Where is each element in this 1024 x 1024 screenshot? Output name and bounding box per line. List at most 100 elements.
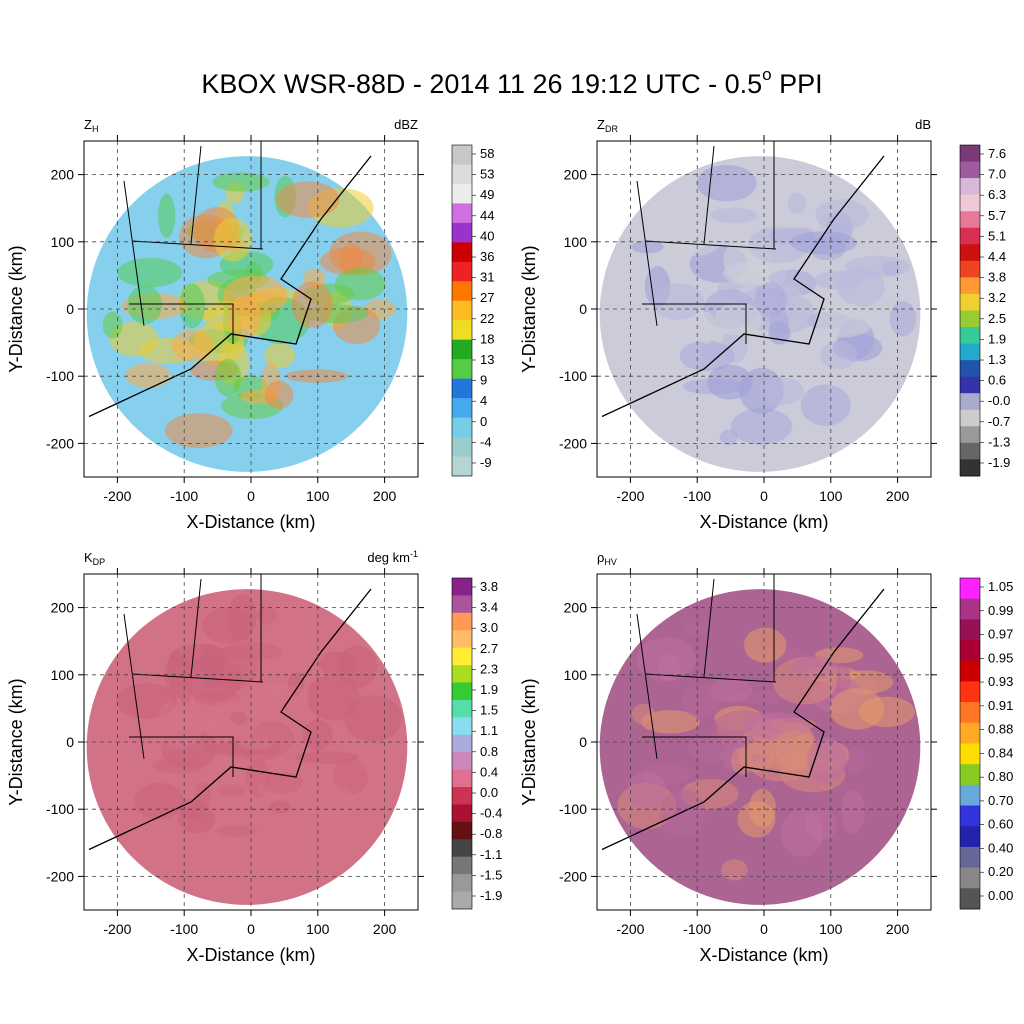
radar-echo [774, 729, 817, 769]
radar-echo [246, 684, 310, 711]
radar-echo [164, 413, 233, 448]
radar-echo [215, 824, 257, 837]
colorbar-label: 5.1 [988, 228, 1006, 243]
colorbar-label: -0.4 [480, 806, 502, 821]
x-tick-label: -200 [103, 921, 131, 937]
colorbar-label: 2.3 [480, 661, 498, 676]
colorbar-swatch [452, 804, 472, 823]
y-tick-label: -100 [46, 368, 74, 384]
radar-echo [264, 380, 294, 410]
y-tick-label: 0 [579, 734, 587, 750]
coastline [88, 588, 372, 851]
radar-echo [156, 713, 204, 749]
x-tick-label: -100 [170, 488, 198, 504]
colorbar-swatch [452, 630, 472, 649]
radar-echo [748, 788, 776, 828]
colorbar-swatch [452, 164, 472, 185]
colorbar-swatch [960, 145, 980, 163]
x-tick-label: 200 [886, 921, 910, 937]
radar-echo [681, 685, 722, 719]
colorbar-swatch [960, 826, 980, 848]
colorbar-label: 0.84 [988, 745, 1013, 760]
colorbar-label: 7.6 [988, 146, 1006, 161]
radar-echo [829, 688, 885, 730]
colorbar-label: 13 [480, 352, 494, 367]
colorbar-swatch [452, 222, 472, 243]
colorbar-label: 22 [480, 311, 494, 326]
colorbar-label: 1.9 [988, 331, 1006, 346]
field-subscript: H [92, 124, 99, 134]
y-axis-label: Y-Distance (km) [519, 245, 539, 372]
radar-echo [631, 240, 664, 254]
x-tick-label: 100 [819, 921, 843, 937]
radar-echo [631, 703, 655, 725]
radar-field [86, 141, 408, 472]
colorbar-swatch [960, 702, 980, 724]
title-suffix: PPI [779, 69, 823, 99]
radar-echo [263, 772, 304, 795]
radar-echo [841, 789, 865, 834]
radar-echo [652, 283, 705, 320]
colorbar-label: 58 [480, 146, 494, 161]
colorbar-label: 4 [480, 393, 487, 408]
colorbar-label: 18 [480, 331, 494, 346]
field-subscript: HV [604, 557, 617, 567]
ticks: -200 -100 0 100 200 -200 -100 0 100 200 [46, 135, 424, 504]
colorbar-swatch [960, 722, 980, 744]
radar-echo [102, 311, 123, 339]
colorbar-swatch [452, 821, 472, 840]
colorbar-label: 0.8 [480, 744, 498, 759]
colorbar-swatch [452, 717, 472, 736]
radar-echo [158, 193, 176, 239]
y-tick-label: -100 [559, 368, 587, 384]
colorbar-label: -1.3 [988, 434, 1010, 449]
radar-echo [754, 282, 787, 317]
radar-echo [117, 258, 183, 288]
radar-echo [213, 217, 253, 262]
colorbar-label: 1.3 [988, 352, 1006, 367]
y-tick-label: 200 [51, 600, 75, 616]
x-axis-label: X-Distance (km) [186, 512, 315, 532]
radar-echo [787, 192, 807, 214]
colorbar-swatch [960, 178, 980, 196]
colorbar-label: -1.9 [988, 455, 1010, 470]
colorbar-swatch [452, 261, 472, 282]
x-tick-label: 100 [819, 488, 843, 504]
colorbar-swatch [960, 360, 980, 378]
colorbar-label: -9 [480, 455, 492, 470]
colorbar-swatch [960, 194, 980, 212]
radar-echo [679, 340, 735, 372]
x-tick-label: -100 [683, 488, 711, 504]
colorbar-swatch [960, 343, 980, 361]
colorbar-label: 0.91 [988, 698, 1013, 713]
colorbar-label: 4.4 [988, 249, 1006, 264]
radar-echo [212, 172, 270, 192]
y-tick-label: -200 [559, 435, 587, 451]
colorbar-swatch [960, 244, 980, 262]
radar-echo [769, 309, 789, 339]
radar-field [599, 141, 921, 472]
colorbar-label: -0.7 [988, 414, 1010, 429]
field-units-superscript: -1 [410, 549, 418, 559]
colorbar-swatch [960, 211, 980, 229]
y-axis-label: Y-Distance (km) [519, 678, 539, 805]
colorbar-label: -0.0 [988, 393, 1010, 408]
coastline [601, 588, 885, 851]
x-tick-label: -200 [616, 921, 644, 937]
radar-echo [659, 223, 722, 257]
colorbar-label: 53 [480, 167, 494, 182]
radar-echo [218, 784, 245, 797]
colorbar-swatch [960, 227, 980, 245]
panel-3: -200 -100 0 100 200 -200 -100 0 100 200 X-Distance… [6, 549, 502, 965]
colorbar-label: 3.0 [480, 620, 498, 635]
y-tick-label: 0 [579, 301, 587, 317]
radar-echo [264, 343, 296, 369]
radar-field [599, 574, 921, 905]
state-borders [636, 141, 777, 344]
colorbar-swatch [452, 856, 472, 875]
colorbar-swatch [452, 456, 472, 477]
y-tick-label: 100 [564, 234, 588, 250]
colorbar-label: 44 [480, 208, 494, 223]
radar-echo [710, 207, 758, 224]
